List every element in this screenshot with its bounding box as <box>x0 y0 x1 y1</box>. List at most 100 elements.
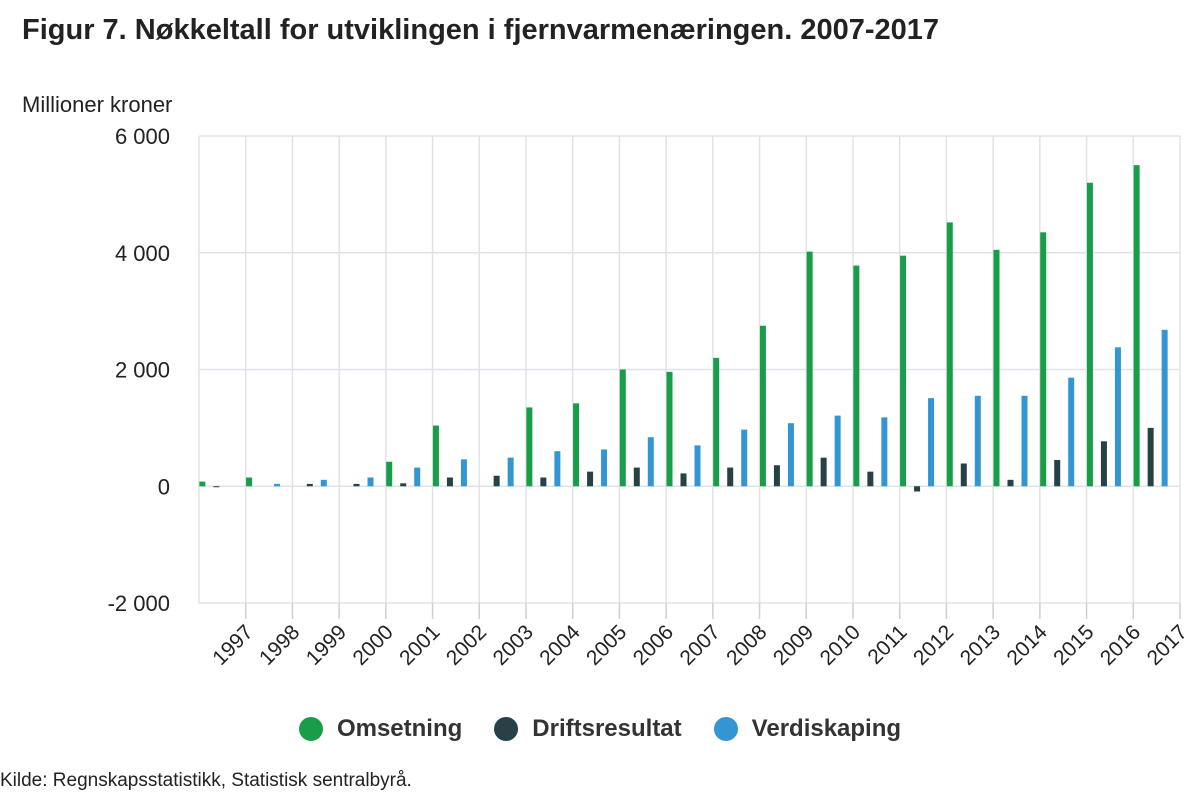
bar-driftsresultat-2006 <box>633 467 640 487</box>
legend: Omsetning Driftsresultat Verdiskaping <box>0 715 1200 743</box>
bar-driftsresultat-2001 <box>400 483 407 487</box>
bar-omsetning-2005 <box>573 403 580 487</box>
x-tick-label: 2008 <box>722 621 771 670</box>
legend-label: Verdiskaping <box>751 715 902 742</box>
bar-verdiskaping-2014 <box>1021 395 1028 487</box>
bar-verdiskaping-2008 <box>741 429 748 487</box>
bar-omsetning-2014 <box>993 249 1000 487</box>
bar-omsetning-1997 <box>199 481 206 487</box>
bar-omsetning-2001 <box>386 461 393 487</box>
bars-layer <box>199 165 1168 492</box>
bar-omsetning-2007 <box>666 371 673 487</box>
bar-verdiskaping-2004 <box>554 451 561 487</box>
y-tick-label: 4 000 <box>115 241 170 266</box>
bar-verdiskaping-2002 <box>460 459 467 487</box>
bar-verdiskaping-2006 <box>647 437 654 487</box>
legend-swatch <box>298 717 323 741</box>
bar-driftsresultat-2000 <box>353 483 360 487</box>
bar-driftsresultat-2003 <box>493 475 500 487</box>
bar-driftsresultat-2010 <box>820 457 827 487</box>
bar-verdiskaping-2001 <box>414 467 421 487</box>
x-tick-label: 2009 <box>769 621 818 670</box>
bar-verdiskaping-2009 <box>787 423 794 487</box>
x-tick-label: 2005 <box>582 621 631 670</box>
bar-verdiskaping-2003 <box>507 457 514 487</box>
legend-item-omsetning[interactable]: Omsetning <box>298 715 463 743</box>
x-tick-label: 1998 <box>255 621 304 670</box>
bar-verdiskaping-2016 <box>1114 347 1121 487</box>
bar-verdiskaping-2000 <box>367 477 374 487</box>
chart-title: Figur 7. Nøkkeltall for utviklingen i fj… <box>22 14 940 46</box>
x-tick-label: 2013 <box>956 621 1005 670</box>
y-tick-label: -2 000 <box>108 591 170 616</box>
bar-omsetning-2008 <box>713 357 720 487</box>
y-tick-label: 2 000 <box>115 358 170 383</box>
x-tick-label: 2015 <box>1049 621 1098 670</box>
x-tick-label: 2000 <box>348 621 397 670</box>
x-tick-label: 2004 <box>535 620 585 670</box>
bar-omsetning-2004 <box>526 407 533 487</box>
y-tick-label: 6 000 <box>115 124 170 149</box>
bar-driftsresultat-2014 <box>1007 479 1014 487</box>
bar-verdiskaping-2012 <box>928 398 935 487</box>
x-tick-label: 1999 <box>302 621 351 670</box>
source-note: Kilde: Regnskapsstatistikk, Statistisk s… <box>0 770 412 791</box>
x-tick-label: 2017 <box>1143 621 1192 670</box>
x-tick-label: 2010 <box>816 621 865 670</box>
legend-label: Driftsresultat <box>532 715 682 742</box>
legend-item-driftsresultat[interactable]: Driftsresultat <box>494 715 682 743</box>
bar-driftsresultat-2012 <box>914 486 921 492</box>
x-tick-label: 2007 <box>675 621 724 670</box>
bar-verdiskaping-2015 <box>1068 377 1075 487</box>
x-tick-label: 2001 <box>395 621 444 670</box>
bar-driftsresultat-2007 <box>680 473 687 487</box>
bar-driftsresultat-2004 <box>540 477 547 487</box>
x-tick-label: 2016 <box>1096 621 1145 670</box>
bar-verdiskaping-2005 <box>601 449 608 487</box>
bar-omsetning-2011 <box>853 265 860 487</box>
bar-driftsresultat-2015 <box>1054 459 1061 487</box>
x-tick-label: 2003 <box>489 621 538 670</box>
bar-driftsresultat-1999 <box>306 483 313 487</box>
x-tick-label: 2011 <box>863 621 911 669</box>
bar-omsetning-2009 <box>759 325 766 487</box>
bar-verdiskaping-2007 <box>694 445 701 487</box>
bar-driftsresultat-2002 <box>446 477 453 487</box>
legend-swatch <box>494 717 519 741</box>
bar-omsetning-2017 <box>1133 165 1140 487</box>
bar-driftsresultat-2009 <box>773 465 780 487</box>
bar-omsetning-2002 <box>432 425 439 487</box>
bar-driftsresultat-2005 <box>587 471 594 487</box>
bar-omsetning-2012 <box>900 255 907 487</box>
bar-verdiskaping-2013 <box>974 395 981 487</box>
x-tick-label: 1997 <box>208 621 257 670</box>
x-tick-label: 2014 <box>1002 620 1052 670</box>
bar-omsetning-2016 <box>1086 182 1093 487</box>
bar-omsetning-2013 <box>946 222 953 487</box>
x-tick-label: 2012 <box>909 621 958 670</box>
bar-driftsresultat-2011 <box>867 471 874 487</box>
legend-swatch <box>713 717 738 741</box>
legend-item-verdiskaping[interactable]: Verdiskaping <box>713 715 902 743</box>
legend-label: Omsetning <box>336 715 463 742</box>
bar-driftsresultat-1997 <box>213 486 220 488</box>
bar-omsetning-2015 <box>1040 232 1047 487</box>
bar-omsetning-2010 <box>806 251 813 487</box>
bar-verdiskaping-2017 <box>1161 329 1168 487</box>
bar-verdiskaping-1999 <box>320 479 327 487</box>
bar-omsetning-1998 <box>246 477 253 487</box>
bar-driftsresultat-2016 <box>1100 441 1107 487</box>
bar-verdiskaping-2011 <box>881 417 888 487</box>
x-tick-label: 2002 <box>442 621 491 670</box>
bar-driftsresultat-2017 <box>1147 427 1154 487</box>
bar-verdiskaping-2010 <box>834 415 841 487</box>
bar-verdiskaping-1998 <box>274 483 281 487</box>
grid-layer <box>198 135 1181 604</box>
y-tick-label: 0 <box>158 474 170 499</box>
bar-omsetning-2006 <box>619 369 626 487</box>
bar-driftsresultat-2013 <box>960 463 967 487</box>
x-tick-label: 2006 <box>629 621 678 670</box>
y-axis-label: Millioner kroner <box>22 92 172 117</box>
